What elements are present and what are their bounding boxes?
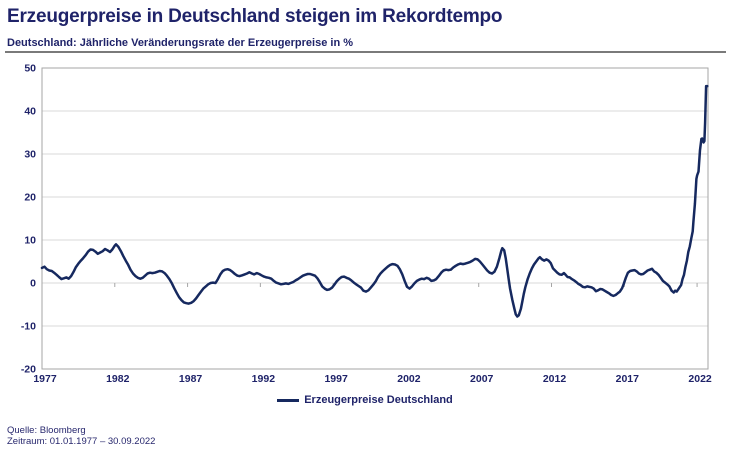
header-divider bbox=[5, 51, 726, 53]
y-axis-label: 40 bbox=[24, 106, 36, 118]
page-title: Erzeugerpreise in Deutschland steigen im… bbox=[7, 6, 503, 27]
legend-line-marker bbox=[277, 398, 300, 402]
x-axis-label: 1987 bbox=[179, 373, 203, 385]
y-axis-label: 20 bbox=[24, 192, 36, 204]
x-axis-label: 2007 bbox=[470, 373, 494, 385]
x-axis-label: 2002 bbox=[397, 373, 421, 385]
chart-subtitle: Deutschland: Jährliche Veränderungsrate … bbox=[7, 37, 354, 49]
x-axis-label: 2022 bbox=[688, 373, 712, 385]
period-line: Zeitraum: 01.01.1977 – 30.09.2022 bbox=[7, 436, 156, 447]
line-chart: 50 40 30 20 10 0 -10 -20 1977 1982 1987 1992 1997 200… bbox=[21, 63, 712, 386]
x-axis-label: 2017 bbox=[616, 373, 640, 385]
legend-label: Erzeugerpreise Deutschland bbox=[304, 394, 453, 406]
y-axis-label: -10 bbox=[21, 321, 36, 333]
x-axis-label: 1977 bbox=[33, 373, 57, 385]
plot-border bbox=[41, 67, 709, 370]
x-axis-label: 1982 bbox=[106, 373, 130, 385]
y-axis-label: 10 bbox=[24, 235, 36, 247]
source-note: Quelle: Bloomberg Zeitraum: 01.01.1977 –… bbox=[7, 425, 155, 447]
chart-legend: Erzeugerpreise Deutschland bbox=[0, 394, 730, 406]
y-axis-label: 50 bbox=[24, 63, 36, 75]
x-axis-label: 2012 bbox=[543, 373, 567, 385]
y-axis-label: 30 bbox=[24, 149, 36, 161]
y-axis-label: -20 bbox=[21, 364, 36, 376]
source-line: Quelle: Bloomberg bbox=[7, 425, 86, 436]
x-axis-label: 1997 bbox=[324, 373, 348, 385]
series-line-erzeugerpreise bbox=[40, 84, 709, 318]
y-axis-label: 0 bbox=[30, 278, 36, 290]
x-axis-label: 1992 bbox=[252, 373, 276, 385]
